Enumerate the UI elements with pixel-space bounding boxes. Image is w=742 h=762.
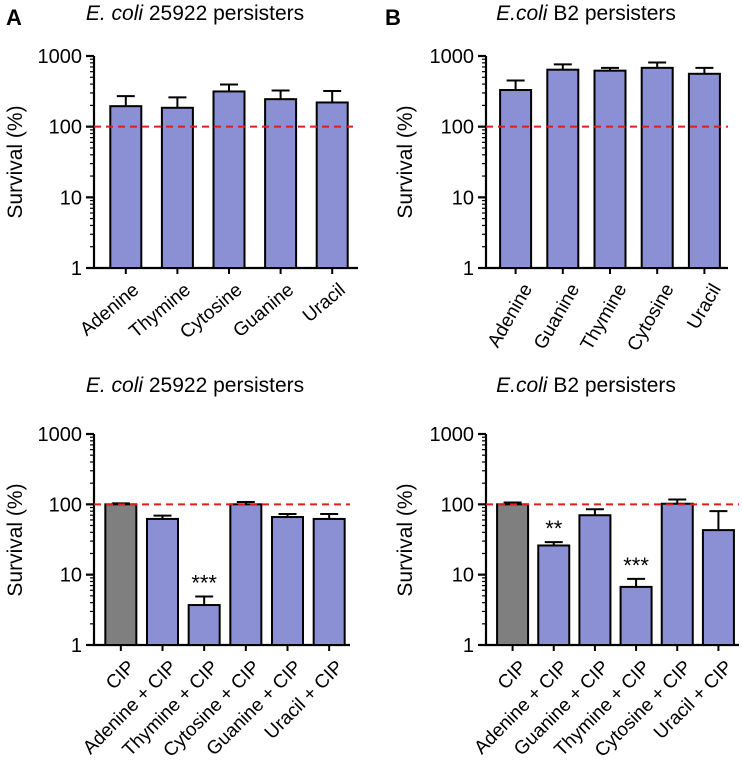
bar	[537, 544, 571, 647]
x-tick-label: Uracil	[299, 280, 350, 327]
y-tick-label: 1	[463, 258, 474, 280]
y-tick-label: 1000	[430, 46, 475, 68]
significance-label: **	[545, 516, 563, 541]
y-tick-label: 100	[49, 494, 82, 516]
bar	[496, 503, 530, 647]
y-tick-label: 10	[452, 565, 474, 587]
chart-top-right: E.coli B2 persisters Survival (%) 1 10 100…	[394, 2, 728, 355]
bar	[315, 101, 349, 269]
y-tick-label: 1	[71, 635, 82, 657]
bar	[187, 604, 221, 647]
bar	[640, 66, 674, 269]
y-tick-label: 10	[60, 187, 82, 209]
y-tick-label: 1000	[38, 424, 83, 446]
bar	[312, 517, 346, 646]
panel-label-b: B	[385, 5, 401, 30]
chart-bottom-left: E. coli 25922 persisters Survival (%) 1 1…	[4, 374, 350, 762]
chart-title-species: E. coli	[86, 374, 145, 397]
chart-title-species: E.coli	[496, 374, 549, 397]
bar	[578, 514, 612, 646]
chart-top-left: E. coli 25922 persisters Survival (%) 1 1…	[4, 2, 358, 343]
x-tick-label: Uracil	[683, 280, 725, 333]
significance-label: ***	[191, 570, 217, 595]
bar	[229, 503, 263, 647]
chart-title-strain: B2 persisters	[553, 374, 676, 397]
bar	[104, 503, 138, 647]
chart-title: E. coli 25922 persisters	[86, 2, 304, 25]
y-axis-label: Survival (%)	[394, 483, 417, 596]
y-tick-label: 1000	[38, 46, 83, 68]
y-tick-label: 10	[60, 565, 82, 587]
chart-title-species: E.coli	[496, 2, 549, 25]
bar	[271, 516, 304, 646]
y-tick-label: 100	[441, 494, 474, 516]
y-tick-label: 100	[441, 117, 474, 139]
bar	[160, 106, 194, 269]
y-tick-label: 100	[49, 117, 82, 139]
bar	[593, 69, 627, 269]
bar	[701, 529, 735, 647]
bar	[687, 72, 721, 270]
chart-title-strain: B2 persisters	[553, 2, 676, 25]
chart-title: E.coli B2 persisters	[496, 2, 676, 25]
chart-title: E. coli 25922 persisters	[86, 374, 304, 397]
y-tick-label: 10	[452, 187, 474, 209]
y-tick-label: 1	[71, 258, 82, 280]
panel-label-a: A	[6, 5, 22, 30]
y-axis-label: Survival (%)	[4, 105, 27, 218]
chart-title-strain: 25922 persisters	[149, 2, 304, 25]
x-tick-label: Guanine	[530, 280, 584, 353]
significance-label: ***	[623, 553, 649, 578]
chart-title-species: E. coli	[86, 2, 145, 25]
x-tick-label: Adenine	[484, 280, 537, 351]
y-tick-label: 1	[463, 635, 474, 657]
bar	[546, 68, 580, 270]
x-tick-label: Cytosine	[623, 280, 678, 355]
y-axis-label: Survival (%)	[394, 105, 417, 218]
y-tick-label: 1000	[430, 424, 475, 446]
bar	[660, 502, 694, 646]
bar	[499, 89, 533, 270]
bar	[212, 90, 246, 269]
chart-title-strain: 25922 persisters	[149, 374, 304, 397]
chart-title: E.coli B2 persisters	[496, 374, 676, 397]
bar	[109, 105, 143, 270]
y-axis-label: Survival (%)	[4, 483, 27, 596]
bar	[619, 585, 653, 647]
chart-bottom-right: E.coli B2 persisters Survival (%) 1 10 100…	[394, 374, 739, 762]
bar	[264, 98, 298, 269]
bar	[146, 517, 179, 646]
